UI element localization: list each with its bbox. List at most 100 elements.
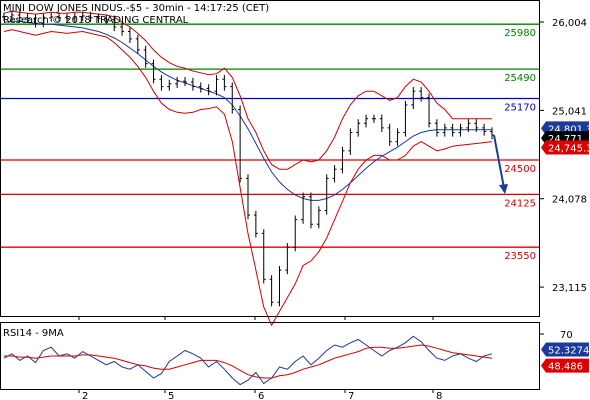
price-bar-23 bbox=[183, 76, 188, 87]
price-bar-38 bbox=[301, 192, 306, 224]
price-bar-12 bbox=[96, 13, 101, 23]
price-bar-58 bbox=[458, 123, 463, 137]
time-label-4: 8 bbox=[436, 391, 442, 400]
series-line-3 bbox=[3, 20, 492, 201]
price-bar-37 bbox=[293, 215, 298, 252]
price-bar-33 bbox=[261, 229, 266, 284]
price-bar-55 bbox=[434, 119, 439, 137]
price-bar-18 bbox=[143, 45, 148, 68]
rsi-axis: 70 bbox=[540, 330, 573, 341]
level-label-3: 24500 bbox=[504, 164, 536, 175]
price-bar-52 bbox=[411, 87, 416, 110]
price-bar-29 bbox=[230, 82, 235, 114]
forecast-arrow bbox=[493, 134, 508, 194]
price-bar-19 bbox=[151, 59, 156, 84]
price-badge-label-1: 24,771 bbox=[548, 134, 583, 145]
level-label-0: 25980 bbox=[504, 28, 536, 39]
price-bar-13 bbox=[104, 14, 109, 24]
price-badge-label-2: 24,745.3 bbox=[548, 144, 590, 155]
level-label-1: 25490 bbox=[504, 73, 536, 84]
price-bar-30 bbox=[238, 105, 243, 183]
price-bar-59 bbox=[466, 119, 471, 133]
chart-title: MINI DOW JONES INDUS.-$5 - 30min - 14:17… bbox=[3, 3, 269, 14]
price-bar-20 bbox=[159, 75, 164, 91]
price-bar-57 bbox=[450, 123, 455, 137]
price-badge-2: 24,745.3 bbox=[541, 140, 590, 155]
chart-copyright: Research © 2018 TRADING CENTRAL bbox=[3, 15, 189, 26]
level-label-2: 25170 bbox=[504, 103, 536, 114]
price-bar-45 bbox=[356, 119, 361, 137]
time-label-1: 5 bbox=[168, 391, 174, 400]
support-resistance-levels: 25980 25490 25170 24500 24125 23550 bbox=[1, 23, 539, 262]
time-label-2: 6 bbox=[258, 391, 264, 400]
price-panel: 25980 25490 25170 24500 24125 23550 bbox=[0, 0, 540, 327]
level-label-5: 23550 bbox=[504, 251, 536, 262]
price-bar-7 bbox=[57, 12, 62, 22]
rsi-panel-frame bbox=[0, 322, 540, 390]
price-bar-24 bbox=[190, 77, 195, 91]
price-bar-3 bbox=[25, 13, 30, 23]
price-bar-21 bbox=[167, 79, 172, 91]
rsi-lines bbox=[3, 335, 493, 386]
time-label-0: 2 bbox=[82, 391, 88, 400]
series-line-2 bbox=[3, 29, 493, 327]
time-label-3: 7 bbox=[348, 391, 354, 400]
rsi-series-line-0 bbox=[3, 335, 493, 386]
price-bar-16 bbox=[127, 27, 132, 43]
price-bar-53 bbox=[419, 87, 424, 102]
price-bar-60 bbox=[474, 119, 479, 133]
price-bar-40 bbox=[316, 206, 321, 229]
forecast-arrow-head bbox=[499, 183, 508, 194]
price-bar-35 bbox=[277, 265, 282, 307]
price-bar-8 bbox=[64, 13, 69, 23]
rsi-series-line-1 bbox=[4, 344, 493, 379]
price-bar-14 bbox=[112, 15, 117, 32]
price-bar-17 bbox=[135, 34, 140, 55]
series-line-1 bbox=[3, 10, 492, 170]
price-bar-34 bbox=[269, 275, 274, 307]
price-axis: 26,004 25,041 24,078 23,115 bbox=[540, 18, 587, 294]
price-bar-61 bbox=[482, 123, 487, 136]
price-bar-32 bbox=[253, 210, 258, 238]
rsi-badge-label-0: 52.3274 bbox=[548, 345, 589, 356]
price-tick-label-1: 25,041 bbox=[552, 106, 587, 117]
price-bar-5 bbox=[41, 13, 46, 28]
price-bar-56 bbox=[442, 123, 447, 137]
price-bar-36 bbox=[285, 243, 290, 275]
price-tick-label-3: 23,115 bbox=[552, 283, 587, 294]
price-bar-51 bbox=[403, 100, 408, 137]
price-bar-9 bbox=[72, 12, 77, 23]
rsi-tick-label-0: 70 bbox=[560, 330, 573, 341]
indicator-lines bbox=[3, 10, 493, 327]
price-bar-2 bbox=[17, 10, 22, 22]
rsi-badge-label-1: 48.486 bbox=[548, 362, 583, 373]
rsi-badge-0: 52.3274 bbox=[541, 342, 589, 357]
price-bar-62 bbox=[490, 127, 494, 140]
price-bar-46 bbox=[364, 114, 369, 128]
price-bar-48 bbox=[379, 114, 384, 133]
price-bar-44 bbox=[348, 128, 353, 155]
price-bar-4 bbox=[33, 14, 38, 28]
price-bar-10 bbox=[80, 11, 85, 21]
price-bar-1 bbox=[9, 10, 14, 21]
price-bar-15 bbox=[120, 22, 125, 36]
price-bar-11 bbox=[88, 11, 93, 22]
price-bar-41 bbox=[324, 174, 329, 215]
rsi-panel bbox=[0, 322, 540, 390]
price-tick-label-0: 26,004 bbox=[552, 18, 587, 29]
forecast-arrow-shaft bbox=[493, 134, 505, 189]
price-tick-label-2: 24,078 bbox=[552, 195, 587, 206]
price-bar-42 bbox=[332, 165, 337, 183]
price-bar-54 bbox=[427, 93, 432, 128]
price-bar-31 bbox=[246, 174, 250, 220]
price-bar-0 bbox=[2, 12, 6, 21]
price-badge-label-0: 24,801.3 bbox=[548, 124, 590, 135]
rsi-badge-1: 48.486 bbox=[541, 358, 589, 373]
rsi-badges: 52.3274 48.486 bbox=[541, 342, 589, 373]
price-bar-27 bbox=[214, 75, 219, 96]
price-bar-43 bbox=[340, 146, 345, 174]
price-bar-50 bbox=[395, 128, 400, 146]
